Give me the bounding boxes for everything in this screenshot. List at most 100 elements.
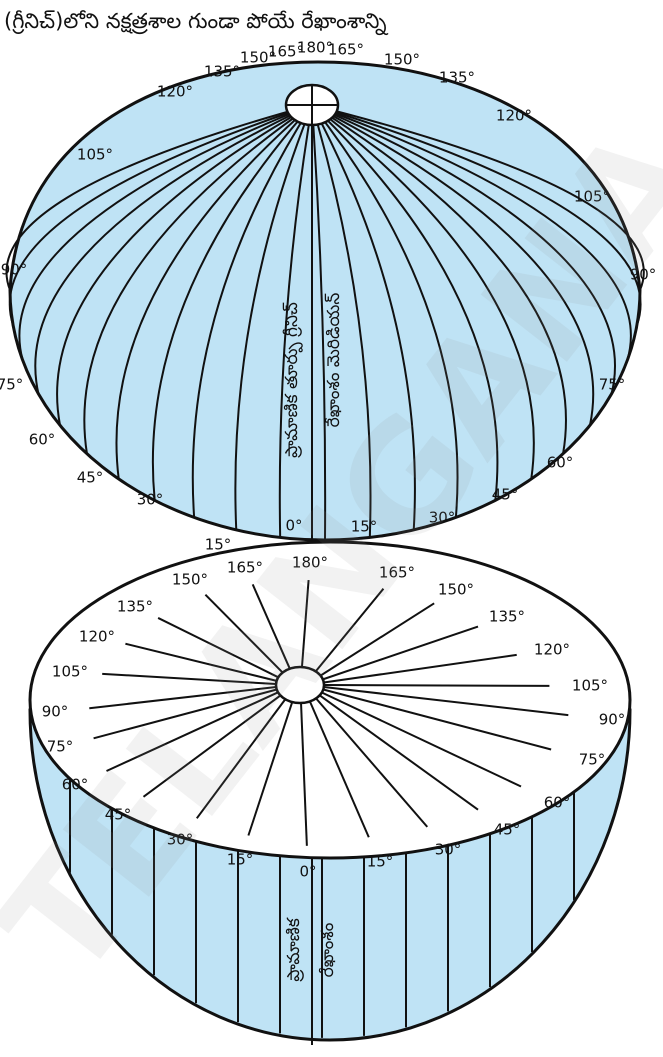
meridian bbox=[34, 104, 313, 395]
meridian bbox=[234, 104, 313, 530]
vertical-label: రేఖాంశం bbox=[318, 922, 338, 977]
radial-line bbox=[300, 580, 310, 668]
meridian bbox=[311, 104, 535, 480]
radial-line bbox=[314, 588, 385, 673]
radial-line bbox=[321, 691, 522, 788]
degree-label: 0° bbox=[299, 863, 316, 881]
degree-label: 105° bbox=[77, 146, 113, 164]
meridian bbox=[311, 104, 416, 530]
degree-label: 180° bbox=[292, 554, 328, 572]
degree-label: 45° bbox=[492, 486, 519, 504]
upper-hemisphere: 180°165°150°135°120°105°90°75°60°45°30°1… bbox=[0, 39, 656, 554]
degree-label: 45° bbox=[494, 821, 521, 839]
degree-label: 165° bbox=[268, 43, 304, 61]
meridian bbox=[311, 104, 327, 541]
radial-line bbox=[102, 672, 277, 685]
radial-line bbox=[251, 583, 291, 670]
radial-line bbox=[247, 701, 294, 836]
radial-line bbox=[204, 593, 284, 674]
radial-line bbox=[125, 642, 277, 682]
meridian bbox=[311, 104, 616, 395]
meridian bbox=[311, 104, 459, 518]
meridian bbox=[311, 104, 499, 501]
degree-label: 15° bbox=[367, 853, 394, 871]
top-face bbox=[28, 540, 632, 860]
degree-label: 45° bbox=[105, 806, 132, 824]
degree-label: 150° bbox=[240, 49, 276, 67]
meridian bbox=[56, 104, 313, 426]
degree-label: 165° bbox=[379, 564, 415, 582]
degree-label: 45° bbox=[77, 469, 104, 487]
radial-line bbox=[315, 697, 429, 828]
degree-label: 15° bbox=[351, 518, 378, 536]
degree-label: 0° bbox=[285, 517, 302, 535]
meridian bbox=[311, 104, 595, 426]
degree-label: 90° bbox=[1, 261, 28, 279]
degree-label: 15° bbox=[205, 536, 232, 554]
meridian bbox=[311, 104, 372, 538]
pole-hole bbox=[274, 665, 326, 705]
degree-label: 105° bbox=[572, 677, 608, 695]
meridian bbox=[311, 104, 645, 291]
degree-label: 75° bbox=[579, 751, 606, 769]
degree-label: 75° bbox=[599, 376, 626, 394]
meridian bbox=[115, 104, 313, 480]
radial-line bbox=[157, 617, 279, 679]
radial-line bbox=[142, 694, 282, 798]
degree-label: 60° bbox=[544, 794, 571, 812]
vertical-label: రేఖాంశం మెరిడియన్ bbox=[324, 293, 344, 428]
degree-label: 150° bbox=[438, 581, 474, 599]
degree-label: 75° bbox=[47, 738, 74, 756]
radial-line bbox=[319, 602, 435, 677]
degree-label: 90° bbox=[599, 711, 626, 729]
radial-line bbox=[322, 625, 479, 681]
degree-label: 150° bbox=[384, 51, 420, 69]
title: (గ్రీనిచ్)లోని నక్షత్రశాల గుండా పోయే రేఖ… bbox=[4, 9, 389, 36]
lower-hemisphere: 180°165°150°135°120°105°90°75°60°45°30°1… bbox=[28, 540, 632, 1045]
degree-label: 30° bbox=[167, 831, 194, 849]
radial-line bbox=[323, 684, 550, 687]
degree-label: 30° bbox=[435, 841, 462, 859]
radial-line bbox=[106, 691, 279, 772]
vertical-label: ప్రామాణిక bbox=[284, 917, 304, 981]
degree-label: 60° bbox=[62, 776, 89, 794]
degree-label: 60° bbox=[547, 454, 574, 472]
degree-label: 150° bbox=[172, 571, 208, 589]
meridian bbox=[151, 104, 313, 501]
degree-label: 135° bbox=[117, 598, 153, 616]
degree-label: 90° bbox=[630, 266, 657, 284]
degree-label: 75° bbox=[0, 376, 23, 394]
radial-line bbox=[308, 701, 370, 838]
degree-label: 30° bbox=[137, 491, 164, 509]
radial-line bbox=[322, 688, 552, 751]
meridian bbox=[311, 104, 642, 326]
meridian bbox=[18, 104, 313, 361]
meridian bbox=[311, 104, 632, 361]
radial-line bbox=[195, 698, 287, 819]
degree-label: 135° bbox=[204, 63, 240, 81]
radial-line bbox=[93, 688, 278, 740]
degree-label: 120° bbox=[157, 83, 193, 101]
degree-label: 165° bbox=[227, 559, 263, 577]
degree-label: 105° bbox=[52, 663, 88, 681]
degree-label: 165° bbox=[328, 41, 364, 59]
degree-label: 120° bbox=[79, 628, 115, 646]
meridian bbox=[5, 104, 313, 291]
degree-label: 90° bbox=[42, 703, 69, 721]
degree-label: 105° bbox=[574, 188, 610, 206]
radial-line bbox=[319, 694, 479, 811]
radial-line bbox=[323, 653, 517, 684]
degree-label: 120° bbox=[534, 641, 570, 659]
meridian bbox=[191, 104, 313, 518]
degree-label: 120° bbox=[496, 107, 532, 125]
degree-label: 135° bbox=[439, 69, 475, 87]
degree-label: 15° bbox=[227, 851, 254, 869]
degree-label: 60° bbox=[29, 431, 56, 449]
radial-line bbox=[89, 685, 277, 710]
meridian bbox=[8, 104, 313, 326]
radial-line bbox=[300, 702, 308, 846]
dome bbox=[8, 60, 642, 542]
degree-label: 135° bbox=[489, 608, 525, 626]
meridian bbox=[278, 104, 313, 538]
meridian bbox=[83, 104, 313, 454]
